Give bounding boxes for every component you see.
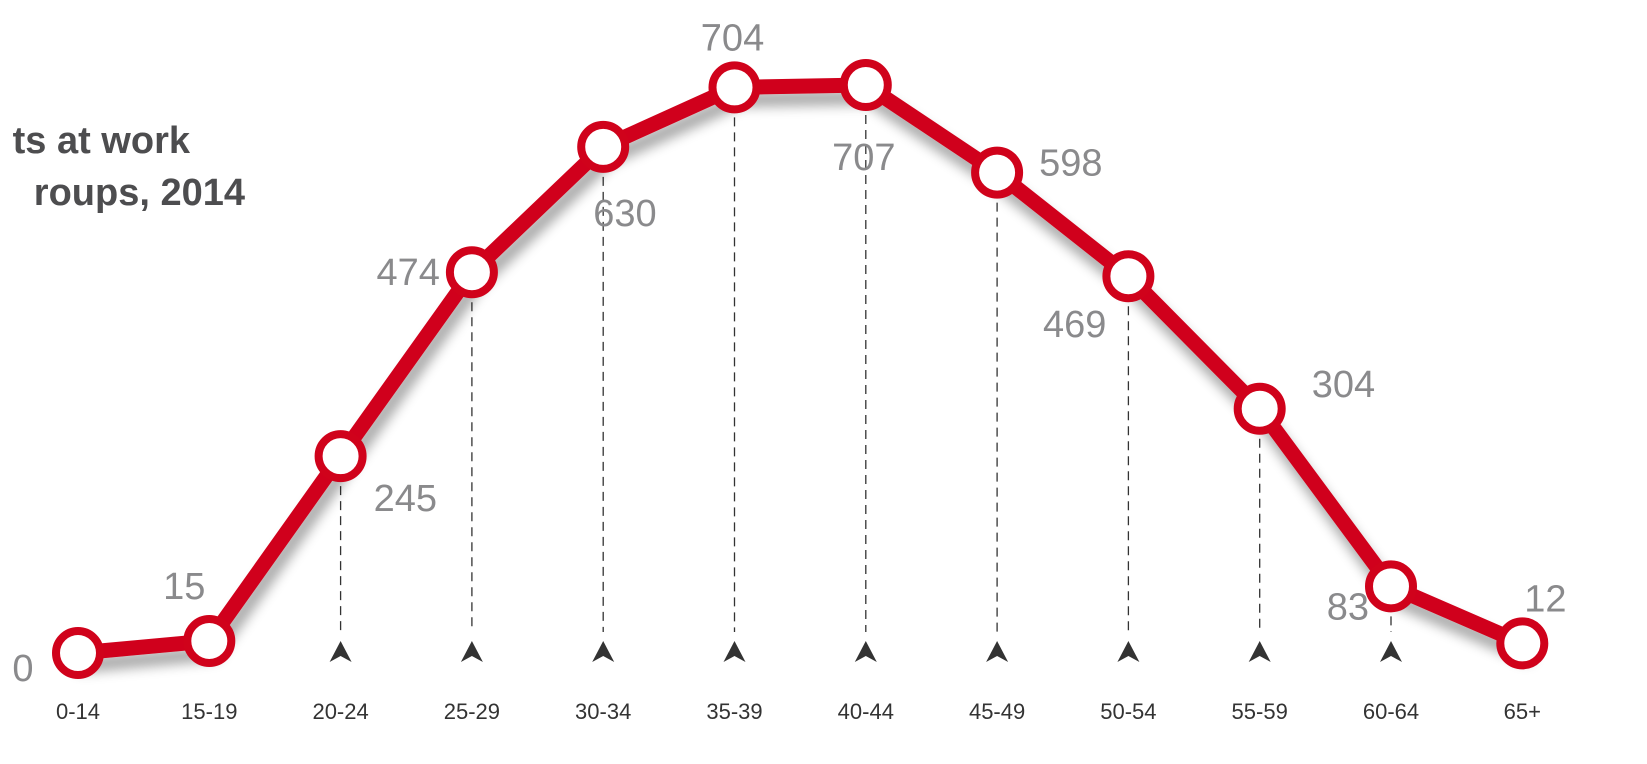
data-point-40-44 xyxy=(839,59,892,111)
x-tick-label-15-19: 15-19 xyxy=(181,699,237,724)
value-label-25-29: 474 xyxy=(376,252,439,294)
value-label-15-19: 15 xyxy=(163,566,205,608)
arrow-marker-50-54 xyxy=(1117,641,1140,662)
data-point-35-39 xyxy=(708,61,761,114)
arrow-marker-40-44 xyxy=(854,641,877,662)
arrow-marker-35-39 xyxy=(723,641,746,662)
value-label-65+: 12 xyxy=(1524,578,1566,620)
value-label-35-39: 704 xyxy=(701,17,764,59)
data-point-15-19 xyxy=(183,614,236,667)
data-point-0-14 xyxy=(52,627,104,679)
x-tick-label-20-24: 20-24 xyxy=(312,699,368,724)
data-point-30-34 xyxy=(577,120,630,173)
value-label-40-44: 707 xyxy=(832,137,895,179)
x-tick-label-40-44: 40-44 xyxy=(838,699,894,724)
x-tick-label-25-29: 25-29 xyxy=(444,699,500,724)
data-point-65+ xyxy=(1496,617,1549,670)
arrow-marker-45-49 xyxy=(986,641,1009,662)
x-tick-label-55-59: 55-59 xyxy=(1232,699,1288,724)
x-tick-label-30-34: 30-34 xyxy=(575,699,631,724)
chart-title-line-2: roups, 2014 xyxy=(33,172,245,214)
data-point-60-64 xyxy=(1365,560,1417,613)
arrow-marker-55-59 xyxy=(1248,641,1271,662)
data-point-50-54 xyxy=(1102,250,1155,303)
value-label-20-24: 245 xyxy=(374,478,437,520)
x-tick-label-50-54: 50-54 xyxy=(1100,699,1156,724)
arrow-marker-20-24 xyxy=(329,641,352,662)
arrow-marker-60-64 xyxy=(1380,641,1402,662)
data-point-45-49 xyxy=(971,146,1024,199)
data-point-55-59 xyxy=(1233,382,1286,435)
arrow-marker-25-29 xyxy=(460,641,483,662)
data-point-20-24 xyxy=(314,430,367,483)
x-tick-label-45-49: 45-49 xyxy=(969,699,1025,724)
chart-title: ts at work roups, 2014 xyxy=(0,112,245,232)
value-label-60-64: 83 xyxy=(1327,586,1369,628)
arrow-marker-30-34 xyxy=(592,641,615,662)
value-label-50-54: 469 xyxy=(1043,304,1106,346)
x-tick-label-0-14: 0-14 xyxy=(56,699,100,724)
value-label-30-34: 630 xyxy=(593,193,656,235)
value-label-55-59: 304 xyxy=(1312,364,1375,406)
series-line xyxy=(70,77,1530,661)
data-point-25-29 xyxy=(445,246,498,299)
x-tick-label-35-39: 35-39 xyxy=(706,699,762,724)
value-label-0-14: 0 xyxy=(12,648,33,690)
value-label-45-49: 598 xyxy=(1039,143,1102,185)
x-tick-label-65+: 65+ xyxy=(1504,699,1541,724)
chart-title-line-1: ts at work xyxy=(12,120,190,162)
x-tick-label-60-64: 60-64 xyxy=(1363,699,1419,724)
